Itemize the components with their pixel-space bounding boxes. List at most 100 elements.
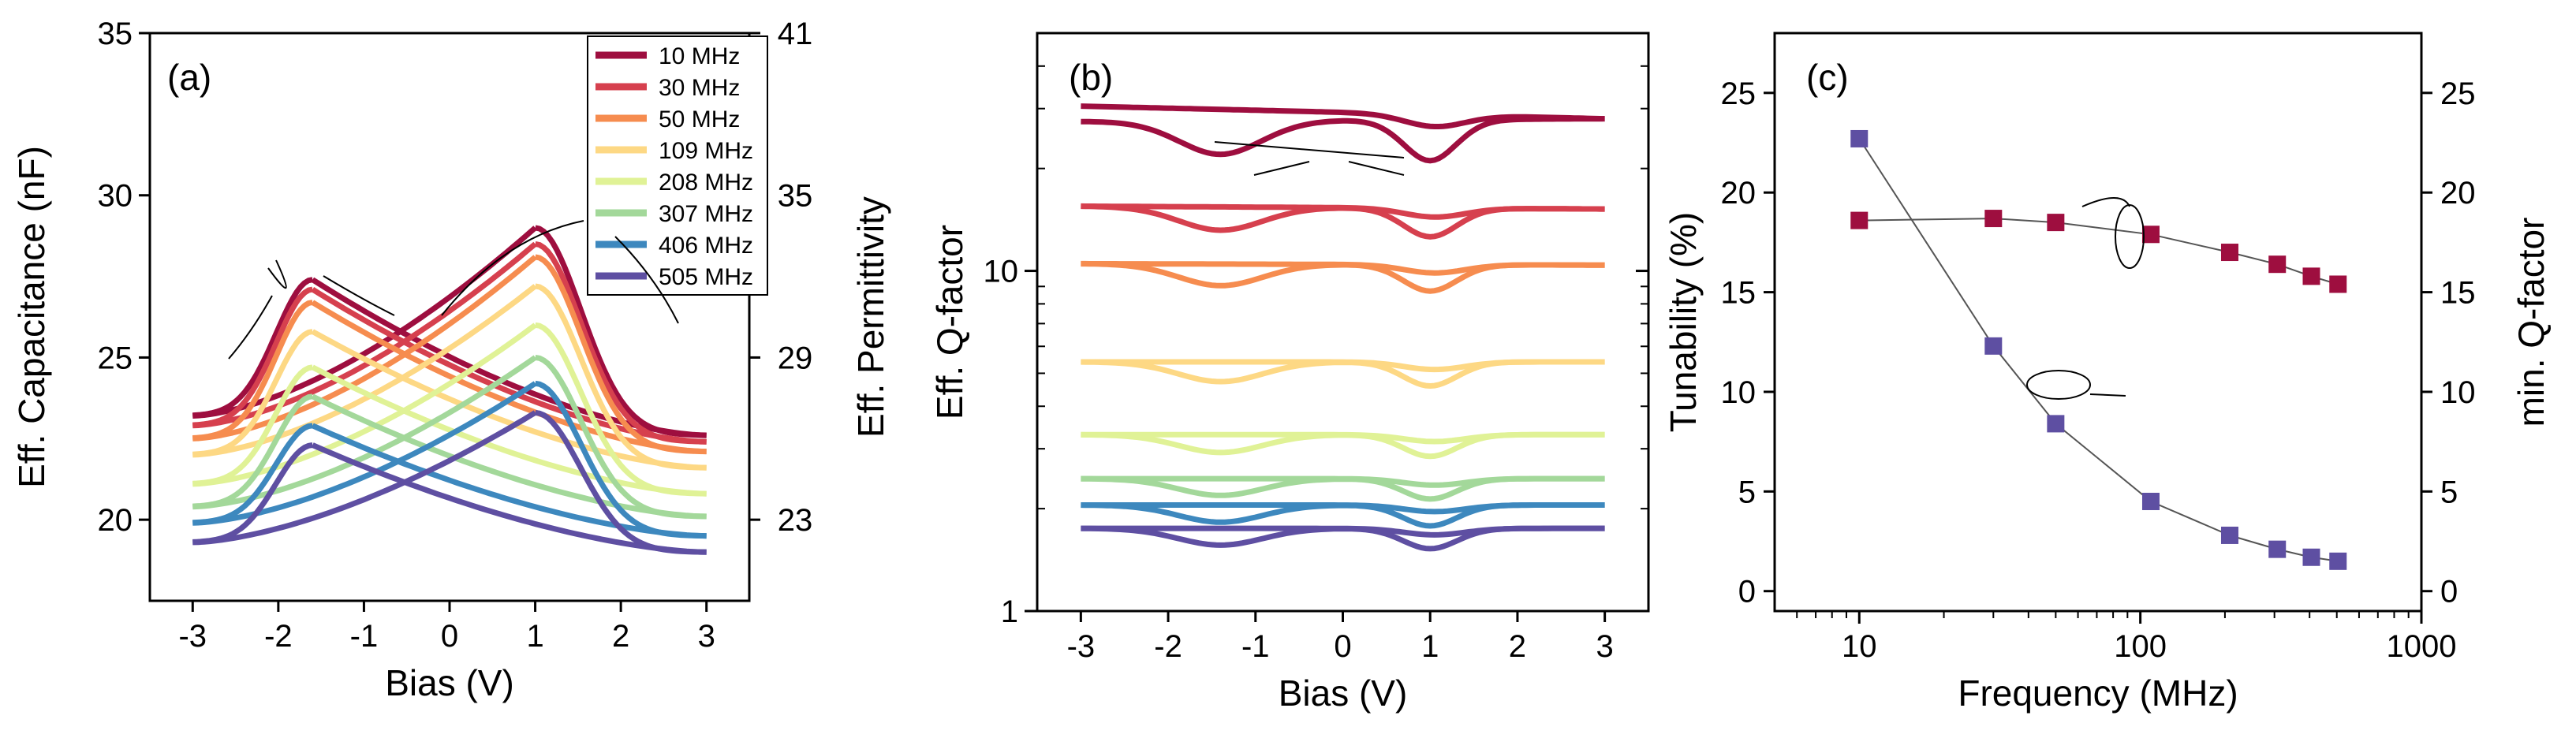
capacitance-curve-505-mhz <box>192 410 537 546</box>
q-factor-point <box>2220 526 2238 544</box>
x-tick-label: 0 <box>441 619 458 654</box>
legend-box <box>587 35 768 296</box>
direction-arrow <box>228 295 273 360</box>
y2-axis-label: min. Q-factor <box>2511 218 2552 427</box>
y2-tick-label: 23 <box>778 503 813 538</box>
q-factor-point <box>2268 540 2287 558</box>
q-curve-10-mhz <box>1081 116 1605 164</box>
capacitance-curve-307-mhz <box>311 393 707 520</box>
legend-label: 505 MHz <box>659 264 753 290</box>
panel-label: (c) <box>1806 57 1849 98</box>
panel-c: 10 100 1000 0 5 10 15 20 25 0 5 10 15 20 25 Frequency (… <box>1663 32 2552 714</box>
x-axis-label: Frequency (MHz) <box>1958 673 2238 714</box>
direction-arrow <box>441 220 584 316</box>
y2-tick-label: 0 <box>2440 575 2458 609</box>
x-tick-label: 1 <box>1421 629 1439 664</box>
capacitance-curve-208-mhz <box>192 364 313 486</box>
y-tick-label: 20 <box>98 503 133 538</box>
axis-indicator-arrow <box>2081 197 2130 207</box>
tunability-point <box>2302 267 2320 285</box>
y2-tick-label: 20 <box>2440 176 2476 211</box>
q-curve-406-mhz <box>1081 502 1605 529</box>
q-curve-505-mhz <box>1081 525 1605 552</box>
series-connector-line <box>1858 138 2339 562</box>
q-factor-point <box>2329 552 2347 570</box>
capacitance-curve-307-mhz <box>192 393 313 509</box>
q-curve-208-mhz <box>1081 431 1605 460</box>
x-tick-label: -3 <box>178 619 207 654</box>
y2-tick-label: 15 <box>2440 276 2476 311</box>
y2-tick-label: 10 <box>2440 375 2476 410</box>
tunability-point <box>2329 275 2347 293</box>
q-factor-point <box>1984 337 2003 355</box>
q-factor-point <box>1850 129 1869 147</box>
legend-label: 109 MHz <box>659 138 753 164</box>
legend-label: 406 MHz <box>659 233 753 259</box>
x-tick-label: 0 <box>1334 629 1351 664</box>
x-axis-label: Bias (V) <box>385 662 514 703</box>
y-axis-label: Eff. Capacitance (nF) <box>11 146 52 488</box>
y-tick-label: 15 <box>1721 276 1757 311</box>
y2-tick-label: 25 <box>2440 76 2476 111</box>
direction-arrow <box>614 236 679 324</box>
y2-tick-label: 35 <box>778 179 813 214</box>
x-tick-label: 10 <box>1842 629 1877 664</box>
y-tick-label: 10 <box>984 255 1019 289</box>
y-tick-label: 20 <box>1721 176 1757 211</box>
legend: 10 MHz 30 MHz 50 MHz 109 MHz 208 MHz 307 MHz 4… <box>587 35 768 296</box>
capacitance-curve-505-mhz <box>311 442 707 555</box>
y-tick-label: 0 <box>1738 575 1756 609</box>
y2-tick-label: 29 <box>778 341 813 375</box>
q-factor-point <box>2141 492 2160 510</box>
x-tick-label: 1000 <box>2387 629 2457 664</box>
tunability-point <box>2047 214 2065 232</box>
x-axis-label: Bias (V) <box>1279 673 1408 714</box>
direction-arrow <box>323 275 395 316</box>
capacitance-curve-30-mhz <box>311 287 707 445</box>
x-tick-label: -1 <box>350 619 379 654</box>
series-connector-line <box>1859 218 2339 285</box>
legend-label: 307 MHz <box>659 201 753 227</box>
direction-arrow <box>1214 141 1405 176</box>
y2-axis-label: Eff. Permittivity <box>850 196 891 438</box>
y-tick-label: 30 <box>98 179 133 214</box>
tunability-point <box>2220 244 2238 262</box>
q-curve-109-mhz <box>1081 359 1605 390</box>
capacitance-curve-208-mhz <box>311 364 707 497</box>
axis-indicator-arrow <box>2089 393 2126 397</box>
y-axis-label: Tunability (%) <box>1663 212 1704 432</box>
panel-b: -3 -2 -1 0 1 2 3 1 10 Bias (V) Eff. Q-factor (b) <box>929 32 1650 714</box>
y-axis-label: Eff. Q-factor <box>929 225 970 419</box>
legend-label: 30 MHz <box>659 75 740 101</box>
y-tick-label: 25 <box>1721 76 1757 111</box>
capacitance-curve-406-mhz <box>192 381 537 526</box>
x-tick-label: 2 <box>1509 629 1526 664</box>
x-tick-label: -1 <box>1241 629 1270 664</box>
y-tick-label: 25 <box>98 341 133 375</box>
capacitance-curve-10-mhz <box>192 277 313 419</box>
tunability-point <box>1850 211 1869 229</box>
y-tick-label: 10 <box>1721 375 1757 410</box>
axis-indicator-ellipse <box>2026 370 2091 400</box>
panel-c-frame <box>1773 32 2423 613</box>
q-curve-30-mhz <box>1081 203 1605 240</box>
y-tick-label: 1 <box>1001 594 1018 629</box>
q-curve-50-mhz <box>1081 261 1605 294</box>
tunability-point <box>1984 210 2003 228</box>
q-curve-307-mhz <box>1081 475 1605 502</box>
panel-label: (a) <box>167 57 211 98</box>
q-factor-point <box>2047 415 2065 433</box>
x-tick-label: -2 <box>1154 629 1182 664</box>
capacitance-curve-505-mhz <box>192 442 313 545</box>
capacitance-curve-109-mhz <box>192 284 537 458</box>
tunability-point <box>2141 226 2160 244</box>
legend-label: 10 MHz <box>659 43 740 69</box>
capacitance-curve-406-mhz <box>311 423 707 539</box>
capacitance-curve-109-mhz <box>192 329 313 457</box>
panel-label: (b) <box>1069 57 1113 98</box>
x-tick-label: 100 <box>2114 629 2167 664</box>
tunability-point <box>2268 255 2287 274</box>
capacitance-curve-30-mhz <box>192 286 314 428</box>
legend-label: 208 MHz <box>659 170 753 196</box>
